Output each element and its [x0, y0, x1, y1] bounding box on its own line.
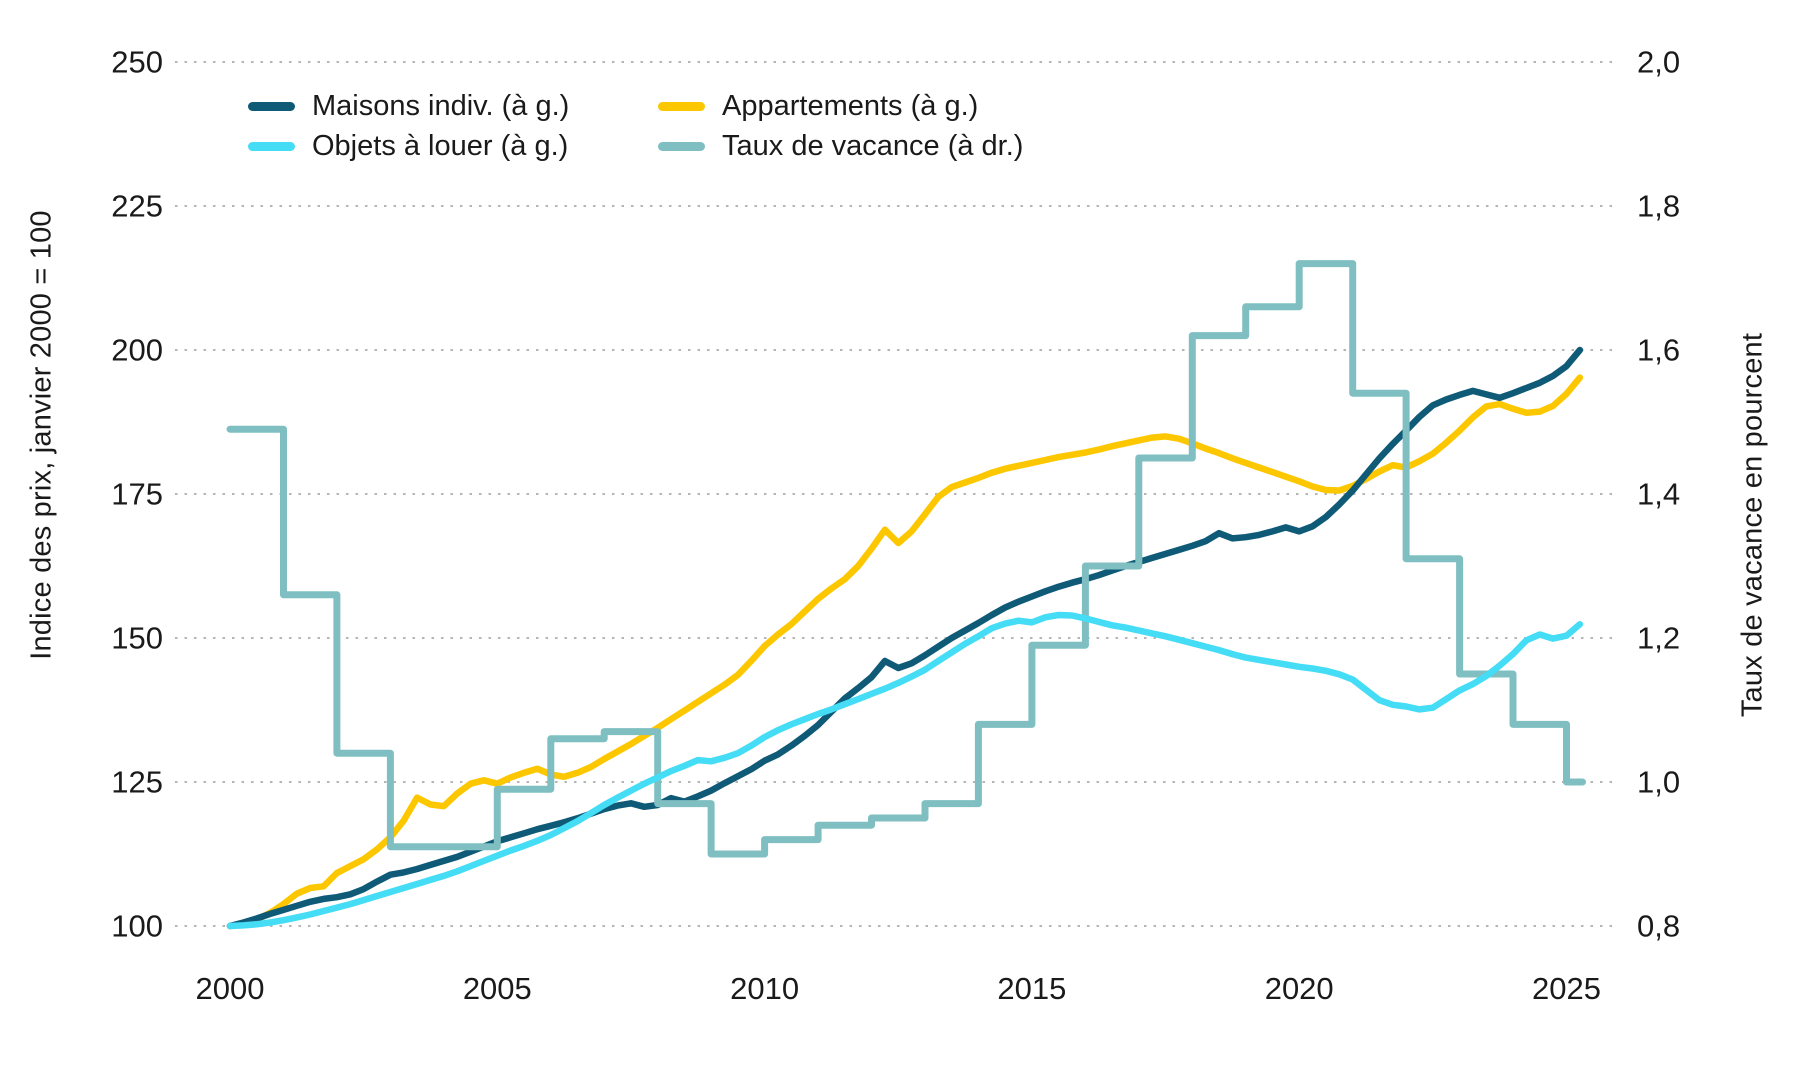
maisons-line-swatch-icon: [248, 101, 295, 111]
x-axis-tick-2025: 2025: [1532, 971, 1601, 1006]
right-axis-tick-0,8: 0,8: [1637, 909, 1680, 944]
right-axis-tick-1,8: 1,8: [1637, 189, 1680, 224]
legend: Maisons indiv. (à g.) Appartements (à g.…: [248, 86, 1023, 166]
right-axis-tick-1,0: 1,0: [1637, 765, 1680, 800]
right-axis-tick-1,6: 1,6: [1637, 333, 1680, 368]
x-axis-tick-2000: 2000: [196, 971, 265, 1006]
left-axis-title: Indice des prix, janvier 2000 = 100: [25, 210, 58, 660]
objets-a-louer-line-swatch-icon: [248, 141, 295, 151]
right-axis-tick-1,2: 1,2: [1637, 621, 1680, 656]
right-axis-tick-1,4: 1,4: [1637, 477, 1680, 512]
right-axis-title: Taux de vacance en pourcent: [1736, 332, 1769, 718]
legend-item-objets-a-louer: Objets à louer (à g.): [248, 130, 658, 163]
series-line-maisons: [226, 346, 1584, 930]
legend-label-appartements: Appartements (à g.): [722, 89, 979, 122]
series-line-objets_a_louer: [226, 611, 1584, 930]
series-line-taux_de_vacance: [226, 260, 1586, 858]
x-axis-tick-2005: 2005: [463, 971, 532, 1006]
right-axis-tick-2,0: 2,0: [1637, 45, 1680, 80]
legend-item-appartements: Appartements (à g.): [658, 90, 1023, 123]
legend-label-objets-a-louer: Objets à louer (à g.): [312, 129, 569, 162]
legend-label-taux-de-vacance: Taux de vacance (à dr.): [722, 129, 1024, 162]
appartements-line-swatch-icon: [658, 101, 705, 111]
x-axis-tick-2020: 2020: [1265, 971, 1334, 1006]
x-axis-tick-2015: 2015: [997, 971, 1066, 1006]
left-axis-tick-150: 150: [111, 621, 163, 656]
taux-de-vacance-line-swatch-icon: [658, 141, 705, 151]
left-axis-tick-225: 225: [111, 189, 163, 224]
left-axis-tick-200: 200: [111, 333, 163, 368]
left-axis-tick-125: 125: [111, 765, 163, 800]
x-axis-tick-2010: 2010: [730, 971, 799, 1006]
legend-label-maisons: Maisons indiv. (à g.): [312, 89, 570, 122]
left-axis-tick-250: 250: [111, 45, 163, 80]
legend-item-maisons: Maisons indiv. (à g.): [248, 90, 658, 123]
left-axis-tick-100: 100: [111, 909, 163, 944]
left-axis-tick-175: 175: [111, 477, 163, 512]
legend-item-taux-de-vacance: Taux de vacance (à dr.): [658, 130, 1023, 163]
